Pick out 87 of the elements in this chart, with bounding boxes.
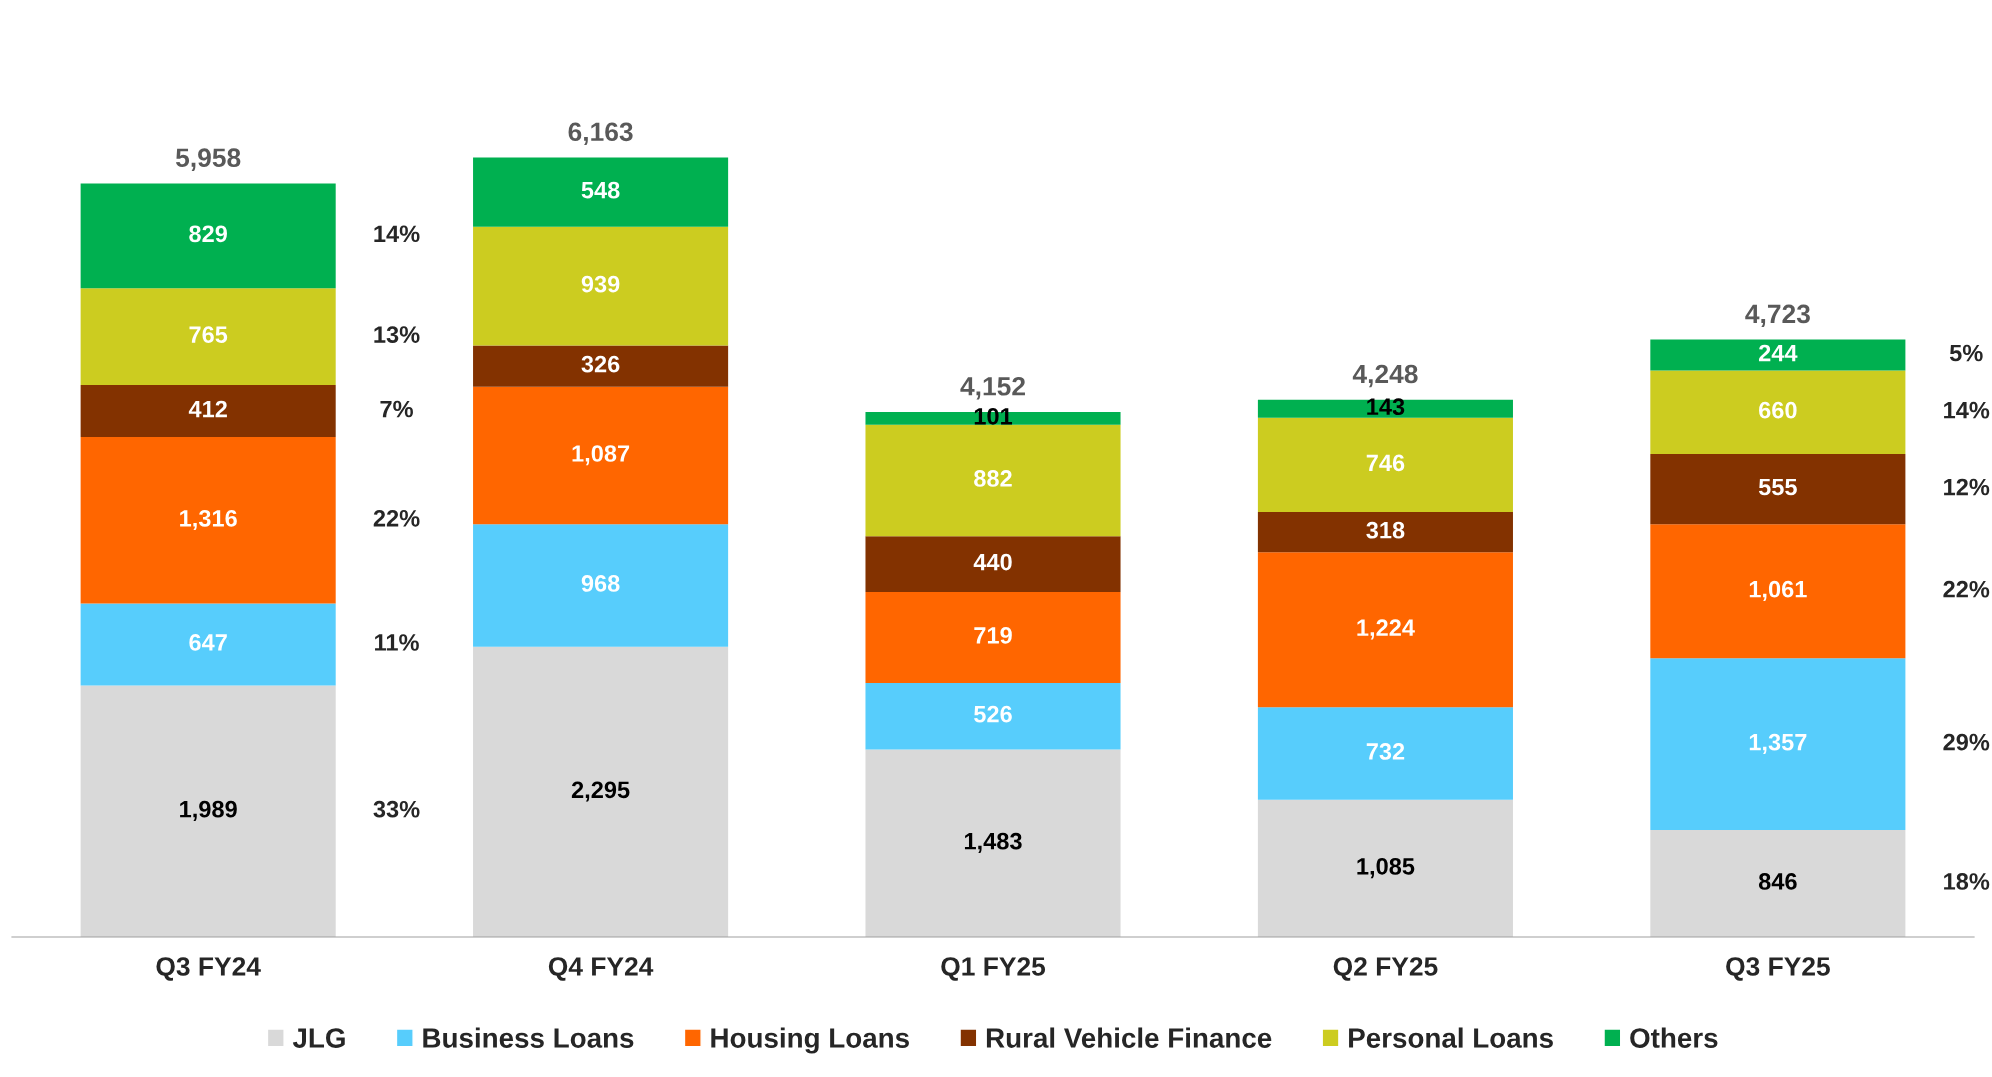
data-label: 244 (1758, 344, 1798, 362)
data-label: 1,989 (180, 800, 237, 821)
x-tick-label: Q4 FY24 (548, 957, 654, 981)
legend-label: Personal Loans (1349, 1027, 1553, 1048)
total-label: 6,163 (568, 122, 633, 145)
data-label: 1,357 (1749, 733, 1807, 754)
data-label: 882 (974, 470, 1012, 487)
data-label: 846 (1758, 873, 1797, 890)
bar (1257, 399, 1513, 418)
data-label: 412 (188, 400, 227, 418)
data-label: 939 (581, 275, 620, 293)
total-label: 4,152 (960, 376, 1025, 400)
x-tick-label: Q1 FY25 (941, 957, 1046, 981)
bar (1650, 453, 1906, 525)
bar (1650, 370, 1906, 454)
legend-label: JLG (292, 1028, 345, 1048)
bar (80, 603, 336, 686)
annotation: 5% (1949, 344, 1983, 362)
annotation: 13% (374, 326, 420, 343)
bar (865, 536, 1121, 592)
annotation: 29% (1943, 733, 1990, 751)
bar (865, 591, 1121, 683)
annotation: 22% (373, 509, 420, 527)
legend-label: Others (1630, 1027, 1718, 1048)
data-label: 1,224 (1357, 619, 1415, 640)
data-label: 746 (1366, 454, 1405, 472)
bar (80, 288, 336, 385)
bar (473, 524, 729, 647)
bar (80, 685, 336, 937)
data-label: 1,085 (1357, 857, 1415, 879)
total-label: 5,958 (175, 148, 241, 171)
bar (1650, 339, 1906, 371)
bar (1650, 658, 1906, 830)
data-label: 968 (581, 575, 620, 592)
bar (1257, 707, 1513, 800)
annotation: 33% (373, 800, 420, 818)
data-label: 555 (1758, 478, 1797, 496)
data-label: 2,295 (571, 781, 630, 802)
bar (80, 385, 336, 438)
bar (473, 226, 729, 346)
data-label: 732 (1366, 743, 1405, 760)
annotation: 11% (375, 634, 419, 651)
data-label: 1,483 (964, 832, 1022, 853)
data-label: 1,316 (180, 509, 237, 531)
bar (473, 646, 729, 937)
total-label: 4,248 (1352, 364, 1418, 388)
data-label: 765 (189, 326, 228, 343)
data-label: 101 (974, 407, 1013, 425)
annotation: 12% (1944, 478, 1990, 496)
bar (865, 749, 1121, 937)
annotation: 18% (1944, 873, 1990, 890)
data-label: 143 (1367, 398, 1405, 416)
annotation: 14% (1944, 401, 1990, 419)
legend-label: Housing Loans (711, 1027, 909, 1054)
bar (473, 386, 729, 525)
bar (473, 345, 729, 387)
annotation: 22% (1943, 580, 1990, 598)
x-tick-label: Q3 FY24 (156, 957, 261, 981)
data-label: 1,061 (1749, 580, 1807, 601)
bar (1257, 417, 1513, 513)
data-label: 548 (581, 181, 620, 199)
x-tick-label: Q3 FY25 (1726, 957, 1830, 981)
legend-label: Rural Vehicle Finance (986, 1027, 1272, 1048)
bar (80, 437, 336, 604)
bar (1257, 799, 1513, 937)
total-label: 4,723 (1745, 304, 1810, 328)
data-label: 318 (1366, 521, 1405, 539)
legend-label: Business Loans (423, 1027, 634, 1048)
bar (865, 424, 1121, 537)
bar (473, 157, 729, 227)
bar (1257, 552, 1513, 708)
annotation: 14% (374, 225, 420, 243)
data-label: 326 (581, 355, 620, 373)
data-label: 660 (1759, 401, 1797, 419)
bar (1257, 512, 1513, 553)
data-label: 829 (189, 225, 227, 243)
bar (1650, 829, 1906, 937)
data-label: 440 (973, 553, 1012, 571)
bar (80, 183, 336, 289)
bar (1650, 524, 1906, 659)
bar (865, 682, 1121, 750)
x-tick-label: Q2 FY25 (1333, 957, 1438, 981)
data-label: 1,087 (572, 445, 630, 466)
data-label: 647 (189, 634, 227, 651)
annotation: 7% (380, 400, 413, 418)
data-label: 526 (974, 705, 1012, 723)
data-label: 719 (974, 627, 1012, 644)
